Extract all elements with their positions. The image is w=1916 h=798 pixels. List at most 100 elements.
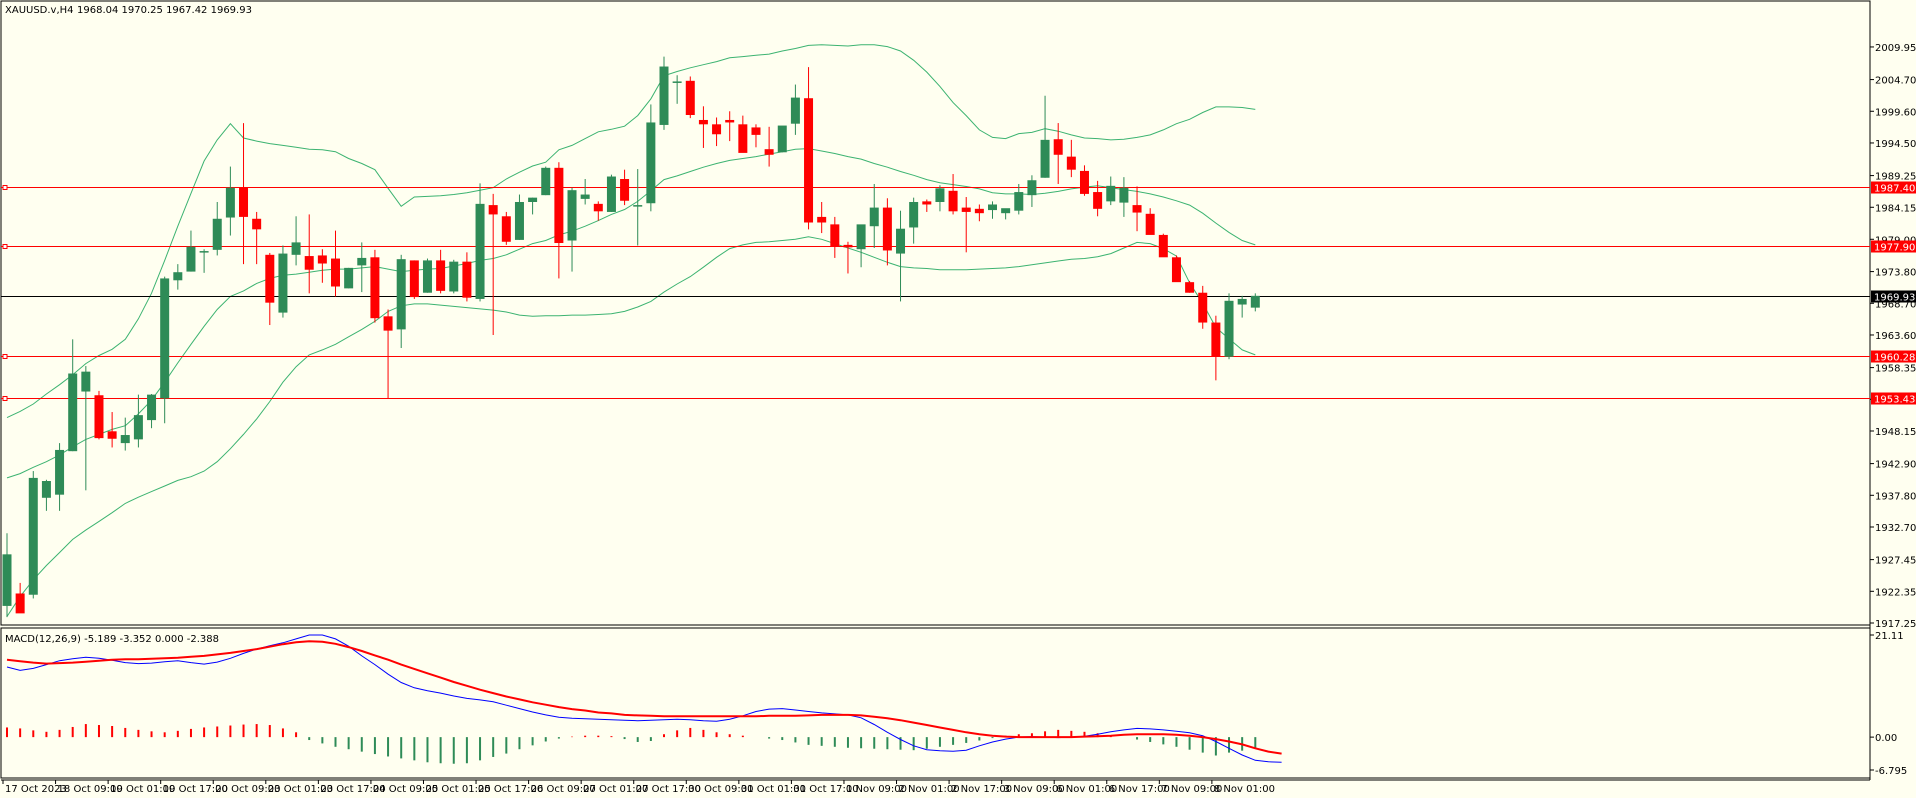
macd-tick-label: -6.795 xyxy=(1875,766,1907,777)
bear-candle-body xyxy=(488,205,498,215)
bull-candle-body xyxy=(147,394,157,421)
bear-candle-body xyxy=(751,127,761,135)
bull-candle-body xyxy=(225,187,235,218)
bull-candle-body xyxy=(173,272,183,281)
time-tick-label: 23 Oct 01:00 xyxy=(268,784,333,795)
bear-candle-body xyxy=(712,124,722,135)
level-line-handle xyxy=(2,354,8,359)
time-tick-label: 7 Nov 09:00 xyxy=(1161,784,1222,795)
ohlc-readout: 1968.04 1970.25 1967.42 1969.93 xyxy=(77,5,252,16)
candles xyxy=(2,56,1260,618)
bull-candle-body xyxy=(278,253,288,313)
level-line-handle xyxy=(2,244,8,249)
bear-candle-body xyxy=(804,98,814,223)
time-tick-label: 25 Oct 17:00 xyxy=(478,784,543,795)
time-tick-label: 8 Nov 01:00 xyxy=(1214,784,1275,795)
bear-candle-body xyxy=(830,224,840,247)
time-tick-label: 25 Oct 01:00 xyxy=(425,784,490,795)
horizontal-levels[interactable] xyxy=(1,185,1870,401)
time-tick-label: 19 Oct 17:00 xyxy=(163,784,228,795)
time-tick-label: 2 Nov 17:00 xyxy=(951,784,1012,795)
level-line-handle xyxy=(2,185,8,190)
bull-candle-body xyxy=(633,205,643,207)
symbol-label: XAUUSD.v,H4 xyxy=(5,5,74,16)
price-tick-label: 1973.80 xyxy=(1875,268,1916,279)
bear-candle-body xyxy=(1185,282,1195,293)
price-tick-label: 1999.60 xyxy=(1875,107,1916,118)
bear-candle-body xyxy=(1132,205,1142,213)
bear-candle-body xyxy=(554,167,564,244)
bull-candle-body xyxy=(1250,295,1260,308)
macd-label: MACD(12,26,9) -5.189 -3.352 0.000 -2.388 xyxy=(5,634,219,645)
time-tick-label: 3 Nov 09:00 xyxy=(1004,784,1065,795)
time-tick-label: 26 Oct 09:00 xyxy=(531,784,596,795)
time-tick-label: 24 Oct 09:00 xyxy=(373,784,438,795)
bull-candle-body xyxy=(672,81,682,83)
bull-candle-body xyxy=(120,435,130,444)
price-tick-label: 1927.45 xyxy=(1875,556,1916,567)
bull-candle-body xyxy=(606,176,616,212)
bear-candle-body xyxy=(817,216,827,223)
current-price-tag xyxy=(1871,290,1916,303)
bear-candle-body xyxy=(317,255,327,264)
bull-candle-body xyxy=(514,201,524,240)
bear-candle-body xyxy=(1211,322,1221,357)
bull-candle-body xyxy=(28,477,38,595)
bear-candle-body xyxy=(1198,292,1208,323)
time-tick-label: 27 Oct 01:00 xyxy=(583,784,648,795)
price-tick-label: 1922.35 xyxy=(1875,587,1916,598)
bull-candle-body xyxy=(988,204,997,211)
bear-candle-body xyxy=(948,190,958,212)
price-tick-label: 1942.90 xyxy=(1875,460,1916,471)
bull-candle-body xyxy=(344,267,354,289)
bull-candle-body xyxy=(81,371,91,392)
level-price-tag-label: 1953.43 xyxy=(1874,395,1915,406)
bear-candle-body xyxy=(252,218,262,230)
bull-candle-body xyxy=(199,251,209,253)
price-tick-label: 1963.60 xyxy=(1875,331,1916,342)
bear-candle-body xyxy=(974,208,984,214)
bear-candle-body xyxy=(1053,139,1063,155)
time-tick-label: 18 Oct 09:00 xyxy=(58,784,123,795)
price-axis: 2009.95 2004.70 1999.60 1994.50 1989.25 1984.… xyxy=(1870,43,1916,630)
macd-tick-label: 21.11 xyxy=(1875,631,1904,642)
bollinger-middle-line xyxy=(6,148,1256,479)
time-tick-label: 6 Nov 17:00 xyxy=(1109,784,1170,795)
bear-candle-body xyxy=(843,244,853,248)
price-tick-label: 1989.25 xyxy=(1875,172,1916,183)
macd-indicator xyxy=(6,634,1282,764)
bear-candle-body xyxy=(15,593,25,614)
bear-candle-body xyxy=(331,258,340,287)
bull-candle-body xyxy=(291,242,301,255)
price-tick-label: 2009.95 xyxy=(1875,43,1916,54)
bull-candle-body xyxy=(909,201,919,228)
bear-candle-body xyxy=(304,256,314,270)
bull-candle-body xyxy=(646,122,656,204)
price-tick-label: 1932.70 xyxy=(1875,523,1916,534)
level-price-tag xyxy=(1871,240,1916,253)
bull-candle-body xyxy=(55,449,65,495)
bollinger-bands xyxy=(6,44,1256,617)
bull-candle-body xyxy=(449,261,459,292)
level-price-tag xyxy=(1871,350,1916,363)
level-price-tag-label: 1987.40 xyxy=(1874,184,1915,195)
bull-candle-body xyxy=(790,97,800,124)
price-tick-label: 1958.35 xyxy=(1875,364,1916,375)
bear-candle-body xyxy=(725,119,735,123)
time-tick-label: 1 Nov 09:00 xyxy=(846,784,907,795)
bull-candle-body xyxy=(357,257,367,266)
signal-line xyxy=(6,640,1282,755)
time-tick-label: 30 Oct 09:00 xyxy=(688,784,753,795)
bear-candle-body xyxy=(436,260,446,291)
bull-candle-body xyxy=(935,188,945,202)
bear-candle-body xyxy=(239,187,249,217)
bull-candle-body xyxy=(1106,185,1116,202)
bull-candle-body xyxy=(133,415,143,440)
bull-candle-body xyxy=(1040,139,1050,178)
bull-candle-body xyxy=(777,125,787,153)
bear-candle-body xyxy=(593,203,603,212)
bull-candle-body xyxy=(1119,187,1129,203)
bear-candle-body xyxy=(409,260,419,298)
